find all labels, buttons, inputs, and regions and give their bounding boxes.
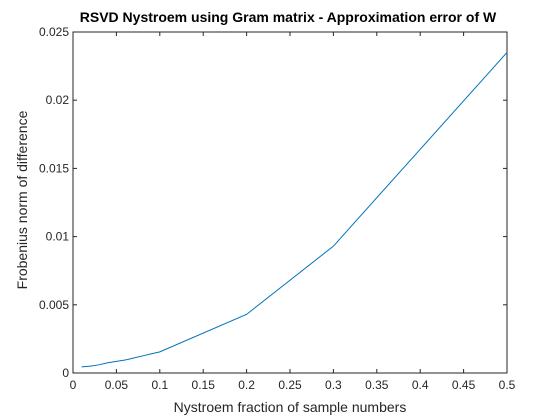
y-tick-label: 0.02 (46, 93, 70, 107)
x-tick-label: 0.15 (192, 378, 216, 392)
x-axis-label: Nystroem fraction of sample numbers (174, 399, 407, 415)
y-tick-label: 0 (62, 366, 69, 380)
y-tick-label: 0.015 (39, 161, 69, 175)
x-tick-label: 0.45 (452, 378, 476, 392)
x-tick-label: 0.2 (238, 378, 255, 392)
y-axis-label: Frobenius norm of difference (14, 110, 30, 289)
x-tick-label: 0.3 (325, 378, 342, 392)
y-tick-label: 0.025 (39, 25, 69, 39)
y-tick-label: 0.005 (39, 298, 69, 312)
x-tick-label: 0.5 (499, 378, 516, 392)
x-tick-label: 0.25 (278, 378, 302, 392)
x-tick-label: 0 (70, 378, 77, 392)
axes-box (73, 32, 507, 373)
x-tick-label: 0.4 (412, 378, 429, 392)
x-tick-label: 0.05 (105, 378, 129, 392)
x-tick-label: 0.35 (365, 378, 389, 392)
x-tick-label: 0.1 (151, 378, 168, 392)
y-tick-label: 0.01 (46, 230, 70, 244)
chart-title: RSVD Nystroem using Gram matrix - Approx… (80, 9, 497, 25)
